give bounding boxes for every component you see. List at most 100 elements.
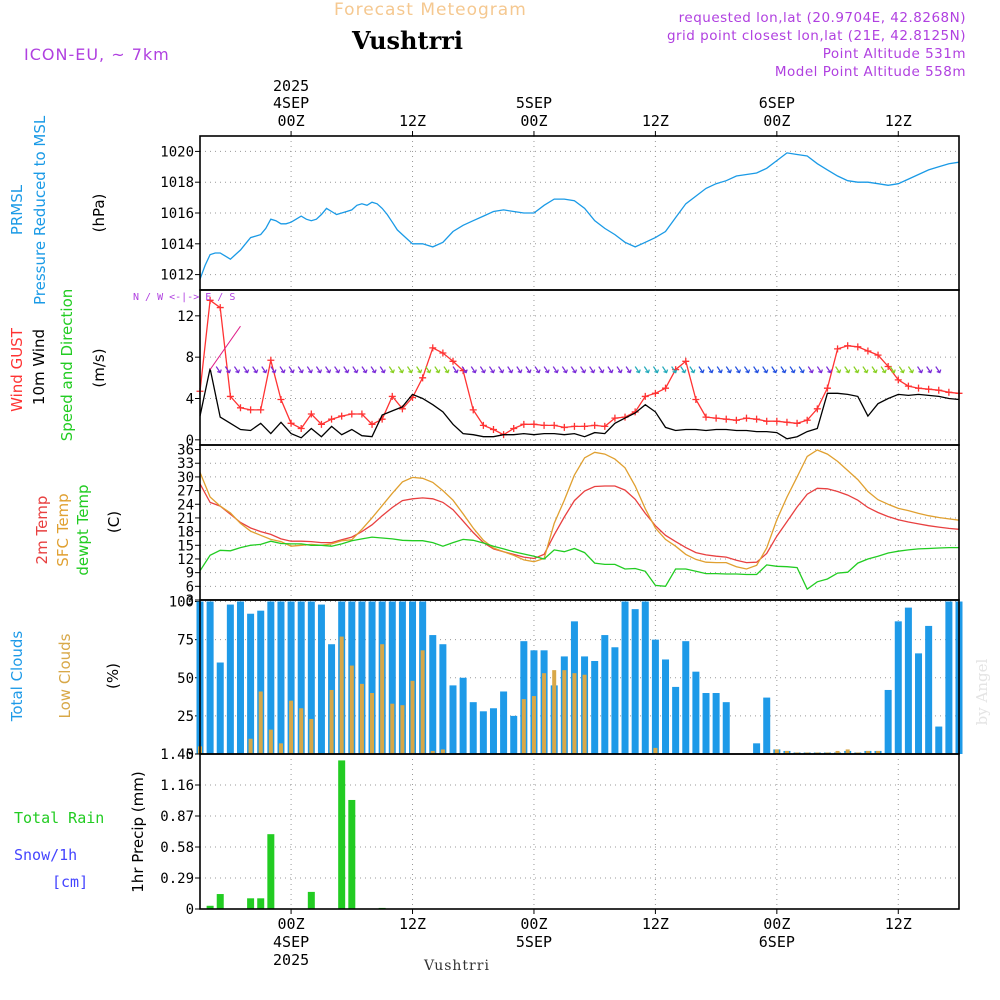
wind-arrow [233,366,241,374]
wind-arrow [880,366,887,374]
bar-total-clouds [317,604,325,754]
bar-total-clouds [216,662,224,754]
gust-marker [611,414,619,422]
gust-marker [864,347,872,355]
bar-low-clouds [572,673,577,754]
gust-marker [368,420,376,428]
gust-marker [935,386,943,394]
wind-arrow [780,366,787,374]
panel-pressure: 1012 1014 1016 1018 1020 [160,135,960,291]
wind-arrow [243,366,250,374]
bar-total-clouds [287,601,295,754]
bar-1hr-precip [216,894,224,909]
wind-arrow [261,366,268,374]
panel-wind: 0 4 8 12 [177,289,963,449]
gust-marker [287,419,295,427]
line-2m-temp [199,483,960,564]
product-title: Forecast Meteogram [334,0,527,20]
wind-arrow [616,366,623,374]
wind-arrow [707,366,714,374]
gust-marker [732,416,740,424]
bar-total-clouds [257,610,265,754]
bar-total-clouds [469,702,477,754]
bar-total-clouds [206,601,214,754]
top-axis-label: 00Z [763,112,790,130]
wind-arrow [215,366,222,374]
y-tick-label-pressure: 1016 [160,206,194,222]
gust-marker [530,420,538,428]
wind-arrow [224,366,231,374]
y-tick-label-temp: 27 [177,484,194,500]
bar-total-clouds [753,743,761,754]
wind-arrow [388,366,395,374]
wind-arrow [816,366,823,374]
y-tick-label-temp: 33 [177,456,194,472]
bar-low-clouds [349,665,354,754]
bar-1hr-precip [267,834,275,909]
gust-marker [925,385,933,393]
wind-arrow [798,366,805,374]
wind-arrow [734,366,742,374]
gust-marker [753,415,761,423]
wind-arrow [698,366,705,374]
wind-arrow [507,366,514,374]
wind-arrow [625,366,632,374]
gust-marker [823,384,831,392]
bar-total-clouds [925,625,933,754]
y-tick-label-precip: 0.58 [160,840,194,856]
gust-marker [216,304,224,312]
top-axis-date: 6SEP [759,94,795,112]
wind-arrow [516,366,523,374]
y-tick-label-temp: 9 [186,566,194,582]
bar-low-clouds [370,693,375,754]
top-axis-label: 12Z [642,112,669,130]
requested-coords: requested lon,lat (20.9704E, 42.8268N) [678,10,966,26]
wind-arrow [862,366,869,374]
gust-marker [712,414,720,422]
wind-arrow [634,366,641,374]
wind-arrow [306,366,313,374]
y-tick-label-wind: 4 [186,392,194,408]
wind-arrow [534,366,541,374]
gust-marker [328,415,336,423]
wind-arrow [716,366,723,374]
y-tick-label-temp: 6 [186,579,194,595]
bar-total-clouds [307,601,315,754]
y-tick-label-precip: 0 [186,902,194,918]
gust-marker [247,406,255,414]
bar-total-clouds [935,726,943,754]
wind-arrow [397,366,405,374]
gust-marker [550,421,558,429]
wind-arrow [907,366,915,374]
bar-total-clouds [611,647,619,754]
wind-arrow [789,366,796,374]
gust-marker [540,421,548,429]
gust-marker [702,413,710,421]
gust-marker [651,389,659,397]
bottom-axis-date: 6SEP [759,933,795,951]
bar-low-clouds [562,670,567,754]
line-prmsl [199,152,960,280]
line-sfc-temp [199,449,960,570]
point-altitude: Point Altitude 531m [822,46,966,62]
bottom-axis-label: 12Z [399,915,426,933]
y-tick-label-temp: 21 [177,511,194,527]
panel-frame-precip [199,753,960,910]
bar-low-clouds [521,699,526,754]
wind-arrow [334,366,341,374]
location-title: Vushtrri [352,26,463,55]
bar-total-clouds [702,693,710,754]
wind-arrow [270,366,277,374]
wind-arrow [652,366,660,374]
panel-clouds: 0 25 50 75 100 [169,595,963,763]
gust-marker [510,424,518,432]
wind-arrow [552,366,559,374]
bar-low-clouds [835,750,840,754]
gust-marker [773,417,781,425]
bar-total-clouds [722,702,730,754]
wind-arrow [470,366,477,374]
bar-total-clouds [277,601,285,754]
wind-arrow [580,366,587,374]
bar-low-clouds [380,644,385,754]
model-point-altitude: Model Point Altitude 558m [774,64,966,80]
